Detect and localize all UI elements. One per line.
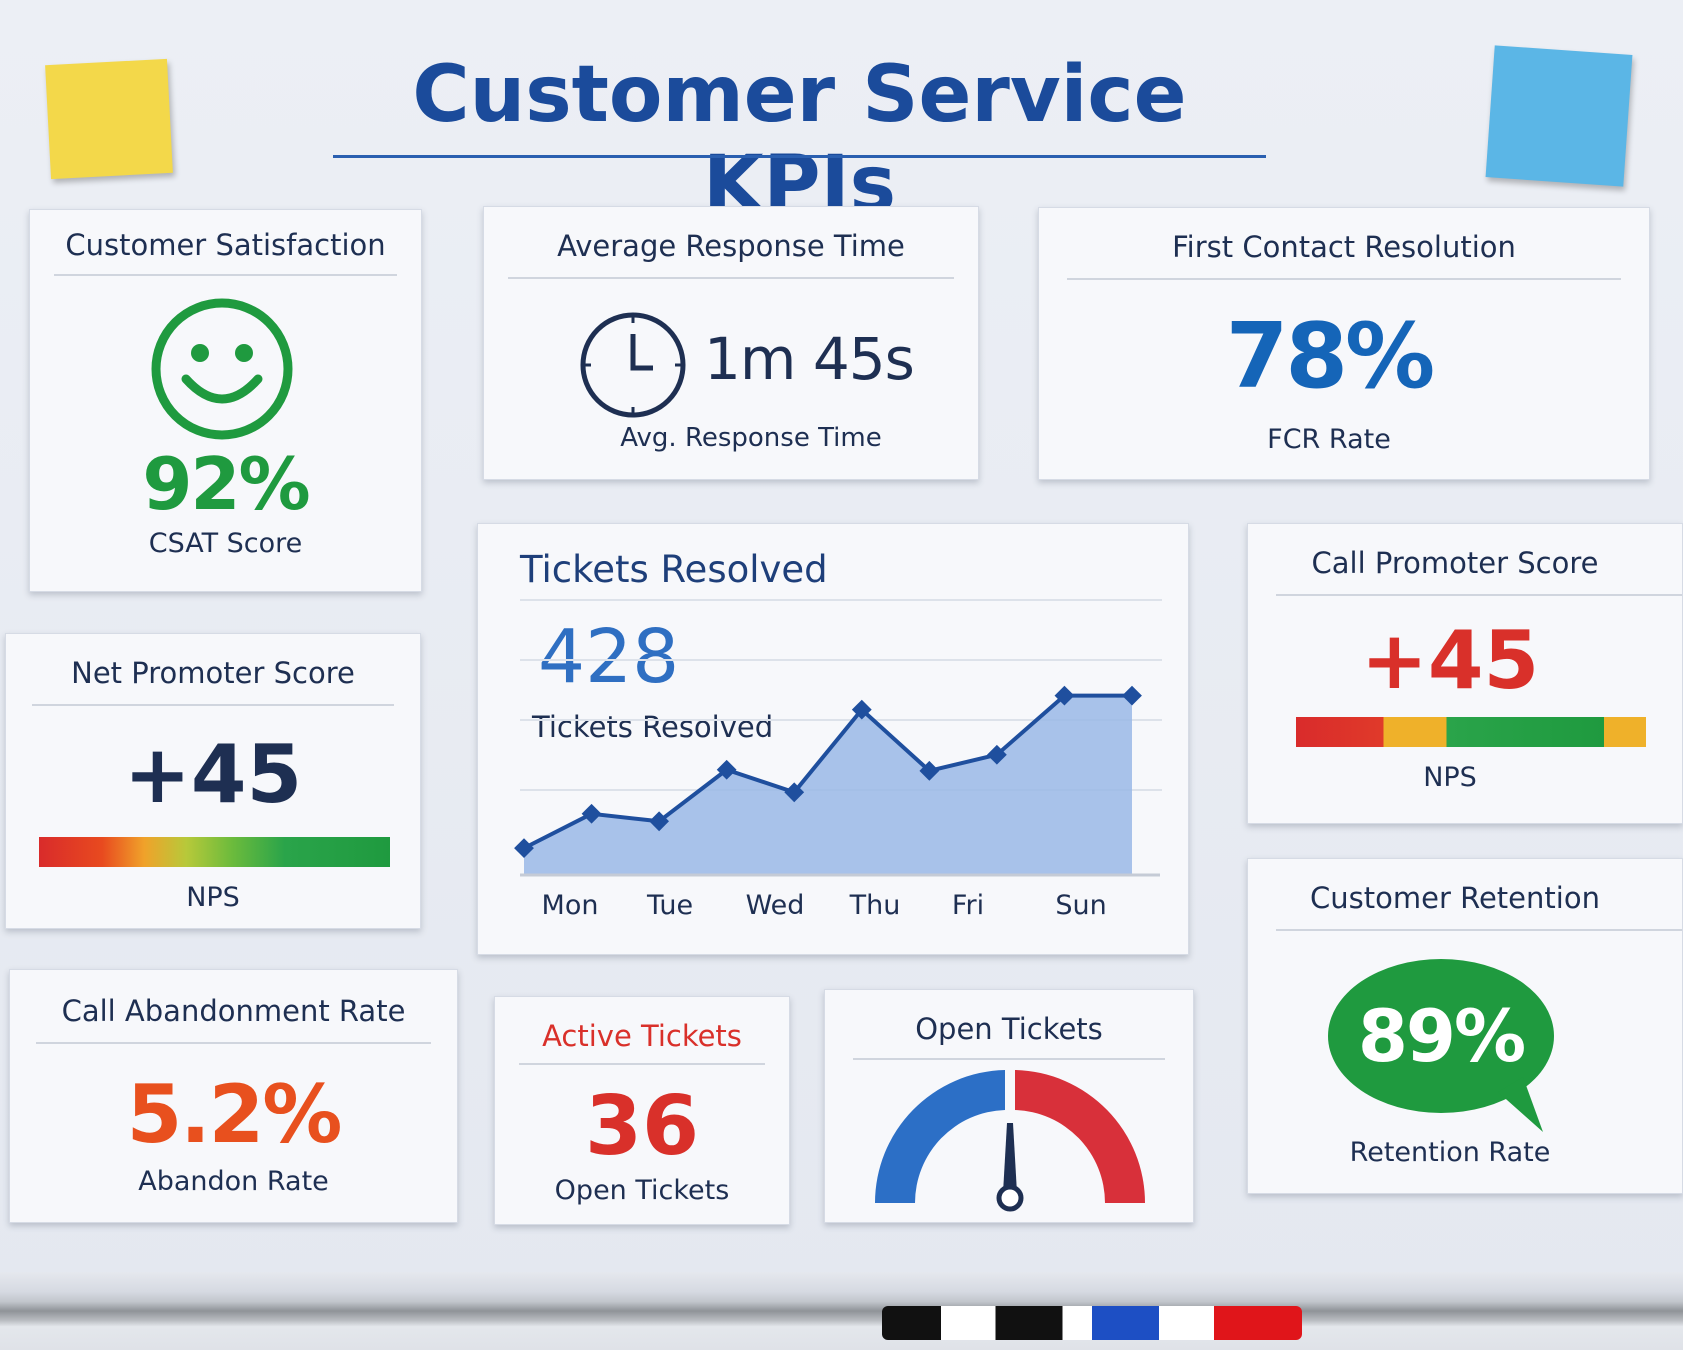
card-title: Customer Satisfaction [65, 228, 386, 262]
nps-value: +45 [123, 728, 303, 821]
x-tick-label: Mon [542, 890, 599, 921]
clock-icon [580, 312, 686, 418]
data-point [514, 838, 534, 859]
data-point [1054, 685, 1075, 706]
data-point [581, 803, 602, 824]
response-value: 1m 45s [704, 325, 915, 393]
data-point [919, 760, 940, 781]
active-label: Open Tickets [554, 1175, 730, 1206]
open-tickets-card: Open Tickets [824, 989, 1194, 1223]
chart-area [524, 695, 1132, 875]
data-point [784, 782, 805, 803]
smiley-icon [151, 298, 293, 440]
response-card: Average Response Time 1m 45s Avg. Respon… [483, 206, 979, 480]
active-tickets-card: Active Tickets 36 Open Tickets [494, 996, 790, 1225]
data-point [1122, 685, 1142, 706]
speech-bubble-icon [1328, 959, 1554, 1132]
csat-card: Customer Satisfaction 92% CSAT Score [29, 209, 422, 592]
abandon-label: Abandon Rate [138, 1166, 329, 1197]
card-title: Net Promoter Score [71, 656, 355, 690]
card-title: Active Tickets [542, 1019, 742, 1053]
x-tick-label: Wed [746, 890, 805, 921]
x-tick-label: Fri [952, 890, 984, 921]
abandon-value: 5.2% [126, 1068, 343, 1161]
chart-title: Tickets Resolved [520, 548, 828, 591]
card-title: Call Promoter Score [1311, 546, 1599, 580]
retention-value: 89% [1357, 994, 1526, 1078]
tickets-value: 428 [538, 614, 680, 700]
gauge-icon [875, 1070, 1145, 1212]
title-underline [333, 155, 1266, 158]
active-value: 36 [584, 1079, 700, 1174]
data-point [716, 759, 737, 780]
nps-card: Net Promoter Score +45 NPS [5, 633, 421, 929]
retention-label: Retention Rate [1349, 1137, 1551, 1168]
data-point [986, 744, 1007, 765]
promoter-value: +45 [1360, 614, 1540, 707]
card-title: Call Abandonment Rate [61, 994, 406, 1028]
whiteboard-tray [0, 1272, 1683, 1350]
x-tick-label: Tue [646, 890, 693, 921]
card-title: First Contact Resolution [1172, 230, 1516, 264]
data-point [851, 699, 872, 720]
retention-card: Customer Retention 89% Retention Rate [1247, 858, 1683, 1194]
csat-label: CSAT Score [148, 528, 303, 559]
card-title: Customer Retention [1310, 881, 1600, 915]
card-title: Average Response Time [557, 229, 905, 263]
promoter-card: Call Promoter Score +45 NPS [1247, 523, 1683, 824]
csat-value: 92% [142, 442, 310, 526]
data-point [649, 811, 670, 832]
card-title: Open Tickets [915, 1012, 1103, 1046]
response-label: Avg. Response Time [620, 423, 882, 453]
x-tick-label: Sun [1055, 890, 1106, 921]
fcr-value: 78% [1225, 304, 1435, 409]
nps-label: NPS [186, 882, 240, 913]
chart-line [523, 693, 1132, 850]
nps-scale-bar [39, 837, 390, 867]
promoter-scale-bar [1296, 717, 1646, 747]
tickets-label: Tickets Resolved [532, 710, 774, 744]
fcr-label: FCR Rate [1267, 424, 1391, 455]
promoter-label: NPS [1423, 762, 1477, 793]
marker [882, 1306, 1302, 1340]
x-tick-label: Thu [849, 890, 901, 921]
abandon-card: Call Abandonment Rate 5.2% Abandon Rate [9, 969, 458, 1223]
fcr-card: First Contact Resolution 78% FCR Rate [1038, 207, 1650, 480]
